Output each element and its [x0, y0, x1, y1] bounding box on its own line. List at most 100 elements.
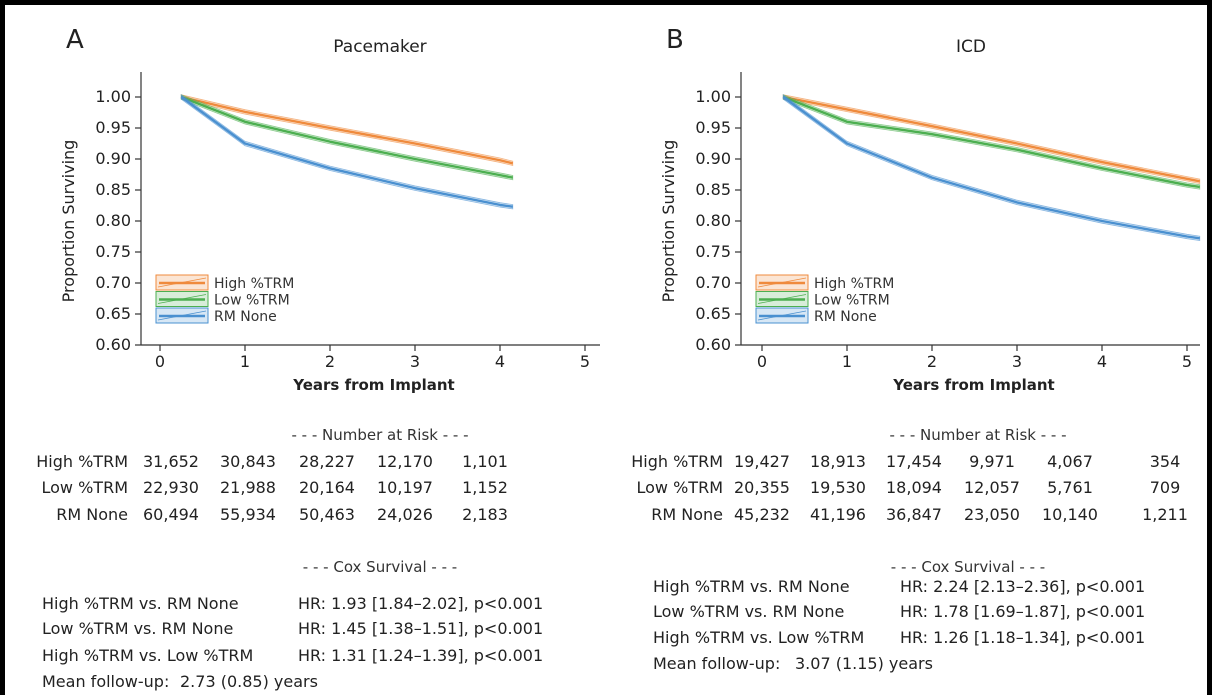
panel-title: ICD [956, 37, 986, 57]
series-line-rm-none [782, 96, 1200, 240]
followup-value: 2.73 (0.85) years [180, 672, 318, 691]
followup-label: Mean follow-up: [42, 672, 169, 691]
risk-value: 21,988 [220, 478, 276, 497]
panel-a: A Pacemaker 1.00 0.95 0.90 0.85 0.80 0.75 0.70… [36, 25, 600, 691]
risk-value: 12,170 [377, 452, 433, 471]
risk-value: 10,140 [1042, 505, 1098, 524]
risk-value: 354 [1150, 452, 1181, 471]
legend-label: High %TRM [814, 276, 894, 292]
cox-hazard-ratio: HR: 1.45 [1.38–1.51], p<0.001 [298, 619, 543, 638]
risk-value: 31,652 [143, 452, 199, 471]
x-tick-label: 0 [155, 352, 165, 371]
y-tick-label: 1.00 [695, 87, 731, 106]
cox-heading: - - - Cox Survival - - - [891, 558, 1045, 576]
risk-row-label: Low %TRM [42, 478, 129, 497]
risk-value: 22,930 [143, 478, 199, 497]
risk-table-heading: - - - Number at Risk - - - [889, 426, 1066, 444]
risk-value: 20,355 [734, 478, 790, 497]
y-tick-label: 0.85 [695, 180, 731, 199]
risk-value: 4,067 [1047, 452, 1093, 471]
series-band-low-pct-trm [782, 94, 1201, 190]
x-tick-label: 5 [1182, 352, 1192, 371]
legend-label: Low %TRM [814, 293, 890, 309]
followup-value: 3.07 (1.15) years [795, 654, 933, 673]
series-band-rm-none [180, 94, 514, 210]
x-tick-label: 1 [240, 352, 250, 371]
cox-hazard-ratio: HR: 1.26 [1.18–1.34], p<0.001 [900, 628, 1145, 647]
series-line-low-pct-trm [180, 95, 513, 179]
x-tick-label: 3 [410, 352, 420, 371]
panel-b: B ICD 1.00 0.95 0.90 0.85 0.80 0.75 0.70 0.65 0.… [631, 25, 1201, 673]
risk-value: 17,454 [886, 452, 942, 471]
panel-letter: B [666, 25, 684, 55]
panel-letter: A [66, 25, 84, 55]
risk-value: 19,530 [810, 478, 866, 497]
risk-value: 30,843 [220, 452, 276, 471]
y-tick-label: 0.85 [95, 180, 131, 199]
series-line-high-pct-trm [783, 95, 1200, 183]
risk-value: 12,057 [964, 478, 1020, 497]
x-tick-label: 3 [1012, 352, 1022, 371]
x-axis-label: Years from Implant [292, 376, 454, 394]
risk-value: 36,847 [886, 505, 942, 524]
legend-label: RM None [214, 309, 277, 325]
series-line-high-pct-trm [180, 95, 514, 165]
x-tick-label: 2 [325, 352, 335, 371]
y-tick-label: 0.60 [95, 335, 131, 354]
y-tick-label: 0.70 [695, 273, 731, 292]
y-tick-label: 0.90 [695, 149, 731, 168]
risk-table: High %TRM 19,427 18,913 17,454 9,971 4,067 354… [631, 452, 1188, 524]
risk-value: 2,183 [462, 505, 508, 524]
cox-comparison-label: High %TRM vs. RM None [42, 594, 239, 613]
y-tick-label: 0.65 [695, 304, 731, 323]
y-tick-label: 0.75 [95, 242, 131, 261]
x-tick-label: 0 [757, 352, 767, 371]
cox-comparison-label: High %TRM vs. Low %TRM [42, 646, 253, 665]
risk-value: 709 [1150, 478, 1181, 497]
cox-heading: - - - Cox Survival - - - [303, 558, 457, 576]
risk-row-label: RM None [651, 505, 723, 524]
y-axis-label: Proportion Surviving [59, 140, 78, 303]
x-tick-label: 1 [842, 352, 852, 371]
risk-table-heading: - - - Number at Risk - - - [291, 426, 468, 444]
y-tick-label: 0.95 [695, 118, 731, 137]
risk-value: 9,971 [969, 452, 1015, 471]
plot-area: 1.00 0.95 0.90 0.85 0.80 0.75 0.70 0.65 0.60 0 1 2 3… [695, 72, 1201, 371]
risk-value: 20,164 [299, 478, 355, 497]
risk-value: 41,196 [810, 505, 866, 524]
cox-comparison-label: Low %TRM vs. RM None [42, 619, 233, 638]
risk-value: 1,211 [1142, 505, 1188, 524]
cox-comparison-label: High %TRM vs. Low %TRM [653, 628, 864, 647]
cox-hazard-ratio: HR: 1.31 [1.24–1.39], p<0.001 [298, 646, 543, 665]
legend-label: High %TRM [214, 276, 294, 292]
risk-value: 18,094 [886, 478, 942, 497]
risk-value: 1,152 [462, 478, 508, 497]
series-line-rm-none [180, 96, 513, 208]
risk-value: 60,494 [143, 505, 199, 524]
risk-value: 23,050 [964, 505, 1020, 524]
y-tick-label: 0.60 [695, 335, 731, 354]
y-axis-label: Proportion Surviving [659, 140, 678, 303]
y-tick-label: 0.70 [95, 273, 131, 292]
y-tick-label: 0.80 [95, 211, 131, 230]
panel-title: Pacemaker [333, 37, 426, 57]
cox-comparison-label: Low %TRM vs. RM None [653, 602, 844, 621]
cox-hazard-ratio: HR: 2.24 [2.13–2.36], p<0.001 [900, 577, 1145, 596]
risk-value: 55,934 [220, 505, 276, 524]
y-tick-label: 1.00 [95, 87, 131, 106]
series-band-rm-none [782, 94, 1201, 242]
y-tick-label: 0.75 [695, 242, 731, 261]
x-tick-label: 5 [580, 352, 590, 371]
risk-row-label: RM None [56, 505, 128, 524]
legend-label: RM None [814, 309, 877, 325]
y-tick-label: 0.65 [95, 304, 131, 323]
y-tick-label: 0.95 [95, 118, 131, 137]
legend-label: Low %TRM [214, 293, 290, 309]
y-tick-label: 0.90 [95, 149, 131, 168]
risk-row-label: High %TRM [631, 452, 723, 471]
x-tick-label: 2 [927, 352, 937, 371]
followup-label: Mean follow-up: [653, 654, 780, 673]
